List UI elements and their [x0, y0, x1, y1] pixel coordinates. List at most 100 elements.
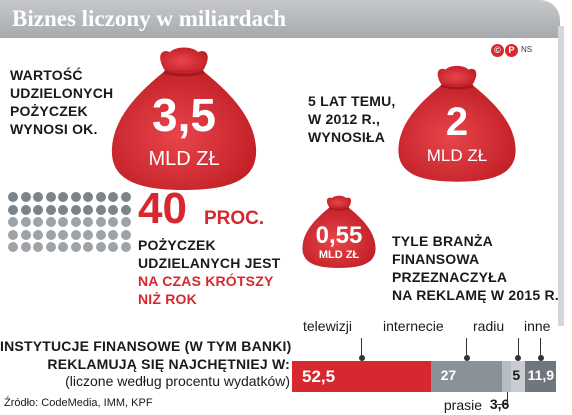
loans-value: 3,5	[152, 89, 216, 141]
share-dot	[33, 229, 43, 240]
value-label: 11,9	[527, 367, 555, 383]
share-dot	[108, 204, 118, 215]
publisher-icon: P	[505, 44, 518, 57]
share-dot	[45, 204, 56, 215]
share-dot	[33, 217, 43, 227]
leader-line	[506, 392, 508, 404]
header-band	[0, 0, 560, 38]
share-dot	[95, 217, 106, 227]
value-label: 5	[512, 367, 521, 383]
header-edge-decoration	[558, 26, 564, 326]
share-text-line: UDZIELANYCH JEST	[138, 255, 281, 271]
share-highlight-line: NIŻ ROK	[138, 291, 197, 307]
bar-segment-internecie	[430, 361, 502, 392]
share-dot	[8, 229, 18, 240]
source-note: Źródło: CodeMedia, IMM, KPF	[4, 397, 153, 409]
share-dot	[83, 192, 93, 202]
ads-text-line: FINANSOWA	[392, 251, 480, 267]
share-dot	[45, 192, 56, 202]
loans-unit: MLD ZŁ	[148, 148, 220, 170]
leader-dot	[463, 355, 470, 361]
past-value: 2	[445, 100, 469, 144]
share-dot	[45, 217, 56, 227]
share-dot	[108, 192, 118, 202]
category-label: internecie	[383, 318, 444, 334]
share-dot	[58, 204, 68, 215]
share-dot	[33, 242, 43, 252]
share-dot	[95, 204, 106, 215]
past-text-line: W 2012 R.,	[308, 111, 381, 127]
share-dot	[70, 217, 81, 227]
leader-line	[466, 338, 468, 358]
share-dot	[83, 229, 93, 240]
share-dot	[95, 229, 106, 240]
past-text: 5 LAT TEMU, W 2012 R., WYNOSIŁA	[308, 92, 396, 146]
share-value: 40	[138, 184, 187, 233]
share-dot	[8, 192, 18, 202]
leader-line	[517, 338, 519, 358]
share-dot	[120, 217, 131, 227]
category-label: prasie	[443, 397, 483, 413]
institutions-line: REKLAMUJĄ SIĘ NAJCHĘTNIEJ W:	[47, 356, 290, 372]
share-dot	[83, 242, 93, 252]
category-label: inne	[524, 318, 551, 334]
share-dot	[8, 217, 18, 227]
loans-text: WARTOŚĆ UDZIELONYCH POŻYCZEK WYNOSI OK.	[10, 66, 113, 138]
share-dot	[83, 204, 93, 215]
share-dot	[95, 192, 106, 202]
author-initials: NS	[521, 45, 533, 54]
share-unit: PROC.	[204, 208, 265, 229]
bar-segment-inne	[524, 361, 556, 392]
share-text-line: POŻYCZEK	[138, 237, 216, 253]
category-label: radiu	[473, 318, 505, 334]
past-unit: MLD ZŁ	[426, 146, 488, 165]
share-dot	[45, 242, 56, 252]
loans-text-line: POŻYCZEK	[10, 103, 88, 119]
share-dot	[70, 229, 81, 240]
money-bag-icon	[111, 47, 257, 190]
ads-text-line: PRZEZNACZYŁA	[392, 269, 508, 285]
share-dot	[108, 242, 118, 252]
leader-line	[361, 338, 363, 358]
share-dot	[70, 242, 81, 252]
copyright-icon: ©	[491, 44, 504, 57]
share-dot	[70, 192, 81, 202]
share-dot	[108, 217, 118, 227]
past-text-line: 5 LAT TEMU,	[308, 93, 396, 109]
share-dot	[20, 229, 31, 240]
share-dot	[95, 242, 106, 252]
share-dot	[58, 229, 68, 240]
bar-segment-radiu	[511, 361, 525, 392]
loans-text-line: WARTOŚĆ	[10, 67, 83, 83]
ads-text: TYLE BRANŻA FINANSOWA PRZEZNACZYŁA NA RE…	[392, 232, 559, 304]
leader-dot	[358, 355, 365, 361]
value-label: 52,5	[302, 367, 336, 386]
share-dot	[8, 242, 18, 252]
share-dot	[33, 204, 43, 215]
share-dot	[120, 242, 131, 252]
category-label: telewizji	[303, 318, 353, 334]
leader-line	[540, 338, 542, 358]
share-text: POŻYCZEK UDZIELANYCH JEST NA CZAS KRÓTSZ…	[138, 236, 280, 308]
bar-segment-telewizji	[292, 361, 431, 392]
share-dot	[33, 192, 43, 202]
share-dot	[20, 192, 31, 202]
ads-value: 0,55	[315, 222, 363, 249]
bar-segment-prasie	[501, 361, 512, 392]
share-dot	[120, 192, 131, 202]
share-dot	[58, 217, 68, 227]
share-highlight-line: NA CZAS KRÓTSZY	[138, 273, 274, 289]
institutions-line: INSTYTUCJE FINANSOWE (W TYM BANKI)	[0, 338, 292, 354]
leader-line	[496, 404, 507, 405]
share-dot	[20, 242, 31, 252]
share-dot	[108, 229, 118, 240]
share-dot	[120, 229, 131, 240]
page-title: Biznes liczony w miliardach	[12, 6, 287, 31]
past-text-line: WYNOSIŁA	[308, 129, 386, 145]
loans-text-line: UDZIELONYCH	[10, 85, 114, 101]
share-dot	[58, 192, 68, 202]
value-label: 27	[440, 367, 457, 383]
ads-text-line: TYLE BRANŻA	[392, 233, 493, 249]
ads-unit: MLD ZŁ	[318, 249, 360, 261]
ads-text-line: NA REKLAMĘ W 2015 R.	[392, 287, 559, 303]
